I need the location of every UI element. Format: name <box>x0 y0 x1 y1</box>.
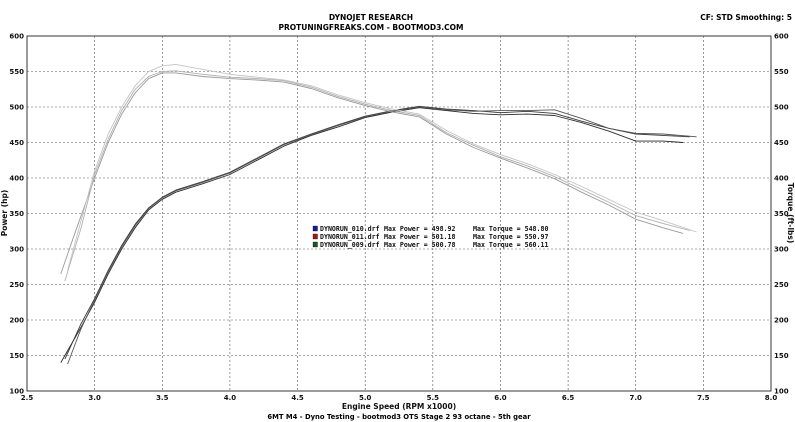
y-axis-left-label: Power (hp) <box>0 190 9 237</box>
x-tick-label: 6.5 <box>562 394 575 402</box>
x-tick-label: 7.0 <box>630 394 643 402</box>
y-right-tick-label: 450 <box>774 139 789 147</box>
x-tick-label: 5.0 <box>359 394 372 402</box>
power-line-dynorun-010 <box>60 107 684 363</box>
y-left-tick-label: 400 <box>9 175 24 183</box>
legend-swatch <box>312 225 318 232</box>
legend-swatch <box>312 241 318 248</box>
y-right-tick-label: 100 <box>774 388 789 396</box>
y-left-tick-label: 200 <box>9 317 24 325</box>
y-right-tick-label: 150 <box>774 352 789 360</box>
power-line-dynorun-009 <box>67 106 697 365</box>
y-left-tick-label: 550 <box>9 68 24 76</box>
x-axis-ticks: 2.5 3.0 3.5 4.0 4.5 5.0 5.5 6.0 6.5 7.0 7.5 8.0 <box>21 394 778 402</box>
legend-max-power: Max Power = 500.78 <box>384 241 455 249</box>
y-right-tick-label: 600 <box>774 33 789 41</box>
y-axis-right-ticks: 100 150 200 250 300 350 400 450 500 550 600 <box>774 33 789 396</box>
x-tick-label: 6.0 <box>494 394 507 402</box>
legend-max-power: Max Power = 498.92 <box>384 225 455 233</box>
legend-run-file: DYNORUN_011.drf <box>320 233 380 241</box>
chart-caption: 6MT M4 - Dyno Testing - bootmod3 OTS Sta… <box>267 413 531 421</box>
legend-max-torque: Max Torque = 560.11 <box>473 241 548 249</box>
y-left-tick-label: 300 <box>9 246 24 254</box>
power-line-dynorun-011 <box>64 105 690 360</box>
y-right-tick-label: 200 <box>774 317 789 325</box>
chart-subtitle: PROTUNINGFREAKS.COM - BOOTMOD3.COM <box>279 23 464 32</box>
y-right-tick-label: 550 <box>774 68 789 76</box>
legend-max-torque: Max Torque = 550.97 <box>473 233 548 241</box>
x-tick-label: 4.5 <box>291 394 304 402</box>
y-right-tick-label: 250 <box>774 281 789 289</box>
y-left-tick-label: 600 <box>9 33 24 41</box>
x-tick-label: 5.5 <box>427 394 440 402</box>
chart-title: DYNOJET RESEARCH <box>329 13 413 22</box>
y-left-tick-label: 500 <box>9 104 24 112</box>
correction-smoothing-info: CF: STD Smoothing: 5 <box>700 13 792 22</box>
y-left-tick-label: 100 <box>9 388 24 396</box>
y-left-tick-label: 250 <box>9 281 24 289</box>
y-right-tick-label: 300 <box>774 246 789 254</box>
y-left-tick-label: 150 <box>9 352 24 360</box>
torque-line-dynorun-009 <box>67 63 697 271</box>
legend-max-power: Max Power = 501.18 <box>384 233 455 241</box>
y-left-tick-label: 350 <box>9 210 24 218</box>
x-tick-label: 4.0 <box>224 394 237 402</box>
torque-line-dynorun-010 <box>60 72 684 275</box>
legend-run-file: DYNORUN_010.drf <box>320 225 380 233</box>
series-lines <box>60 63 697 365</box>
y-axis-right-label: Torque (ft-lbs) <box>786 183 795 244</box>
x-tick-label: 3.5 <box>156 394 169 402</box>
legend-swatch <box>312 233 318 240</box>
y-left-tick-label: 450 <box>9 139 24 147</box>
y-right-tick-label: 400 <box>774 175 789 183</box>
x-tick-label: 2.5 <box>21 394 34 402</box>
x-tick-label: 7.5 <box>697 394 710 402</box>
torque-line-dynorun-011 <box>64 70 690 282</box>
legend: DYNORUN_010.drf Max Power = 498.92 Max Tor… <box>312 225 548 249</box>
x-tick-label: 8.0 <box>765 394 778 402</box>
y-axis-left-ticks: 100 150 200 250 300 350 400 450 500 550 600 <box>9 33 24 396</box>
y-right-tick-label: 500 <box>774 104 789 112</box>
legend-run-file: DYNORUN_009.drf <box>320 241 380 249</box>
x-tick-label: 3.0 <box>88 394 101 402</box>
grid <box>27 36 771 391</box>
y-right-tick-label: 350 <box>774 210 789 218</box>
x-axis-label: Engine Speed (RPM x1000) <box>342 402 456 411</box>
legend-max-torque: Max Torque = 548.80 <box>473 225 548 233</box>
